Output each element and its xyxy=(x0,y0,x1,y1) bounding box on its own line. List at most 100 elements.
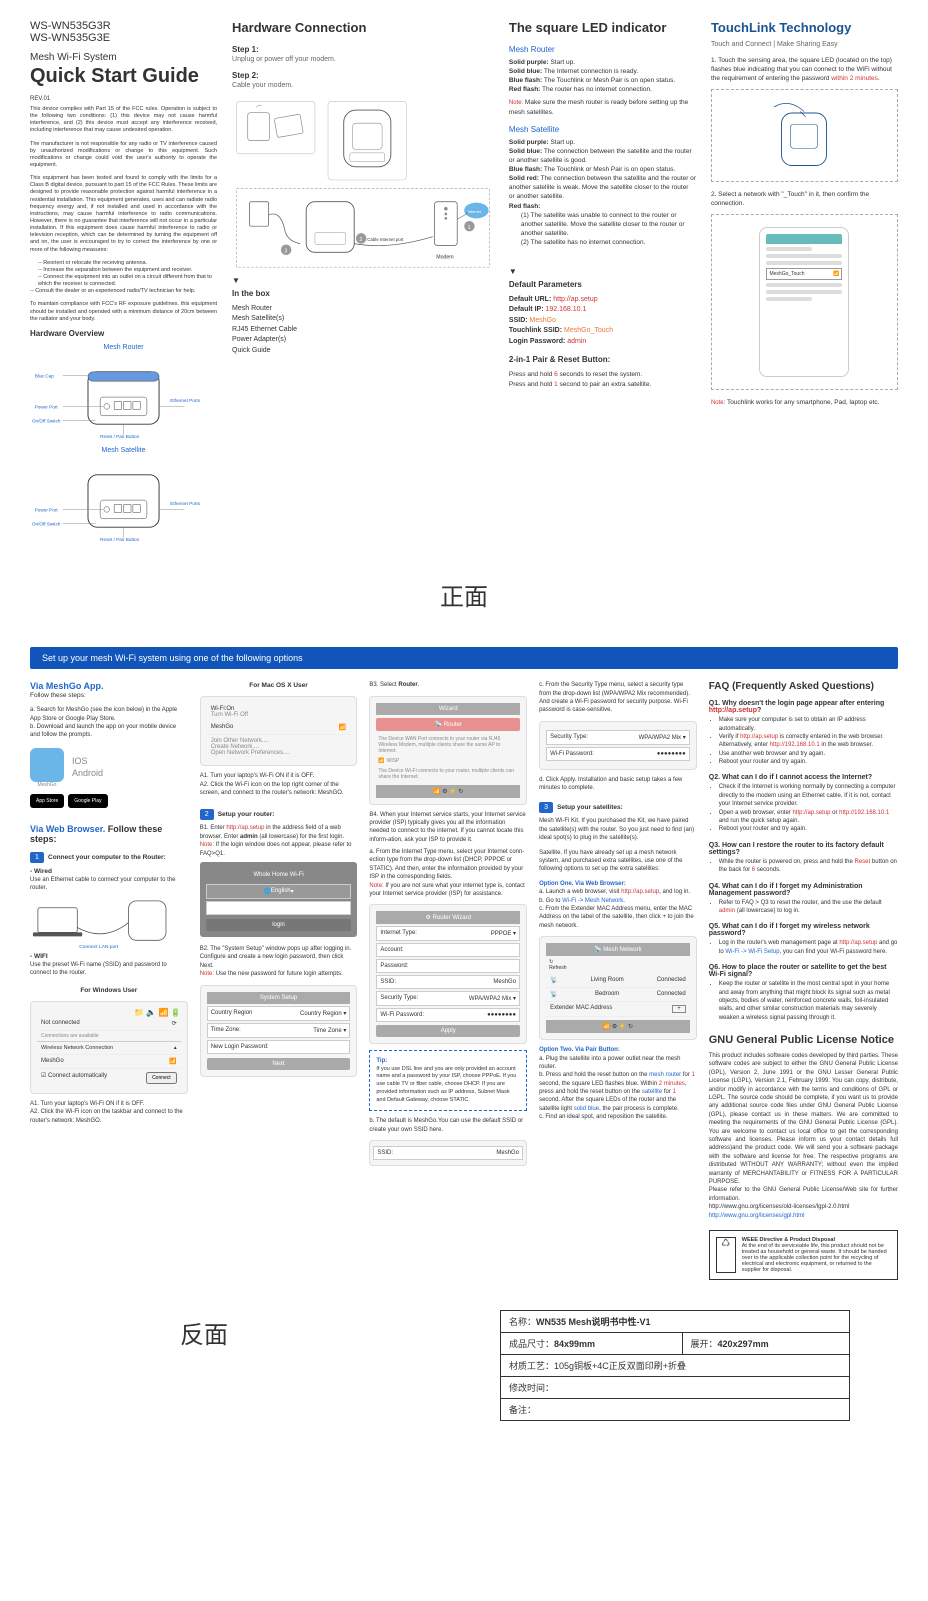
gnu-text-2: Please refer to the GNU General Public L… xyxy=(709,1186,898,1203)
connect-router-title: Connect your computer to the Router: xyxy=(48,854,166,861)
via-app-a: a. Search for MeshGo (see the icon below… xyxy=(30,706,188,723)
next-button[interactable]: Next xyxy=(207,1058,351,1070)
led-red-sub: (1) The satellite was unable to connect … xyxy=(521,211,696,247)
opt2-b: b. Press and hold the reset button on th… xyxy=(539,1071,697,1113)
wifi-title: - WIFI xyxy=(30,952,188,961)
svg-text:On/Off Switch: On/Off Switch xyxy=(32,521,61,526)
via-app-sub: Follow these steps: xyxy=(30,691,188,700)
gnu-link-1: http://www.gnu.org/licenses/old-licenses… xyxy=(709,1203,898,1211)
back-col-1: Via MeshGo App. Follow these steps: a. S… xyxy=(30,681,188,1280)
in-box-title: In the box xyxy=(232,289,494,298)
triangle-icon: ▼ xyxy=(509,267,696,276)
svg-text:Ethernet Ports: Ethernet Ports xyxy=(170,398,200,403)
svg-text:Internet: Internet xyxy=(468,209,482,214)
step2-label: Step 2: xyxy=(232,71,494,80)
b4-b: b. The default is MeshGo.You can use the… xyxy=(369,1117,527,1134)
back-col-3: B3. Select Router. Wizard 📡 Router The D… xyxy=(369,681,527,1280)
led-router-note: Make sure the mesh router is ready befor… xyxy=(509,99,688,115)
led-sat-lines: Solid purple: Start up. Solid blue: The … xyxy=(509,138,696,211)
col-4: TouchLink Technology Touch and Connect |… xyxy=(711,20,898,542)
weee-box: ♺ WEEE Directive & Product Disposal At t… xyxy=(709,1230,898,1280)
wired-title: - Wired xyxy=(30,867,188,876)
svg-text:Cable Internet port: Cable Internet port xyxy=(367,237,404,242)
setup-banner: Set up your mesh Wi-Fi system using one … xyxy=(30,647,898,669)
svg-text:Power Port: Power Port xyxy=(35,404,59,409)
fcc-para-2: The manufacturer is not responsible for … xyxy=(30,141,217,170)
front-label: 正面 xyxy=(0,562,928,627)
in-box-list: Mesh Router Mesh Satellite(s) RJ45 Ether… xyxy=(232,304,494,357)
touchlink-diagram-2: MeshGo_Touch📶 xyxy=(711,214,898,390)
led-router-heading: Mesh Router xyxy=(509,45,696,54)
hw-overview-title: Hardware Overview xyxy=(30,329,217,338)
front-page: WS-WN535G3R WS-WN535G3E Mesh Wi-Fi Syste… xyxy=(0,0,928,562)
col-2: Hardware Connection Step 1: Unplug or po… xyxy=(232,20,494,542)
via-app-b: b. Download and launch the app on your m… xyxy=(30,723,188,740)
main-title: Quick Start Guide xyxy=(30,65,217,88)
faq-q4: Q4. What can I do if I forget my Adminis… xyxy=(709,883,898,897)
faq-q1: Q1. Why doesn't the login page appear af… xyxy=(709,700,898,714)
svg-text:Modem: Modem xyxy=(436,254,453,260)
svg-text:On/Off Switch: On/Off Switch xyxy=(32,418,61,423)
fcc-bullet: -- Reorient or relocate the receiving an… xyxy=(38,260,217,267)
back-col-5: FAQ (Frequently Asked Questions) Q1. Why… xyxy=(709,681,898,1280)
fcc-para-5: To maintain compliance with FCC's RF exp… xyxy=(30,301,217,322)
faq-q6: Q6. How to place the router or satellite… xyxy=(709,964,898,978)
col-1: WS-WN535G3R WS-WN535G3E Mesh Wi-Fi Syste… xyxy=(30,20,217,542)
led-router-lines: Solid purple: Start up. Solid blue: The … xyxy=(509,58,696,94)
fcc-para-1: This device complies with Part 15 of the… xyxy=(30,106,217,135)
touchlink-step2: 2. Select a network with "_Touch" in it,… xyxy=(711,190,898,208)
mesh-satellite-label: Mesh Satellite xyxy=(30,447,217,454)
gnu-title: GNU General Public License Notice xyxy=(709,1034,898,1046)
svg-text:Power Port: Power Port xyxy=(35,507,59,512)
svg-text:Reset / Pair Button: Reset / Pair Button xyxy=(100,434,139,439)
touchlink-note: Touchlink works for any smartphone, Pad,… xyxy=(727,399,879,406)
tip-box: Tip: If you use DSL line and you are onl… xyxy=(369,1050,527,1111)
connect-button[interactable]: Connect xyxy=(146,1072,177,1084)
fcc-para-4: -- Consult the dealer or an experienced … xyxy=(30,288,217,295)
setup-sat-title: Setup your satellites: xyxy=(557,804,623,811)
mesh-router-label: Mesh Router xyxy=(30,344,217,351)
gnu-text-1: This product includes software codes dev… xyxy=(709,1052,898,1186)
login-button[interactable]: login xyxy=(206,919,352,931)
faq-q5-a: Log in the router's web management page … xyxy=(719,939,898,956)
model-numbers: WS-WN535G3R WS-WN535G3E xyxy=(30,20,217,44)
revision: REV.01 xyxy=(30,96,217,102)
mac-user-title: For Mac OS X User xyxy=(200,681,358,690)
b2-text: B2. The "System Setup" window pops up af… xyxy=(200,945,358,970)
b4-d: d. Click Apply. Installation and basic s… xyxy=(539,776,697,793)
led-sat-heading: Mesh Satellite xyxy=(509,125,696,134)
reset-title: 2-in-1 Pair & Reset Button: xyxy=(509,355,696,364)
wired-text: Use an Ethernet cable to connect your co… xyxy=(30,876,188,893)
svg-text:3: 3 xyxy=(284,248,287,254)
wifi-text: Use the preset Wi-Fi name (SSID) and pas… xyxy=(30,961,188,978)
reset-line2: Press and hold 1 second to pair an extra… xyxy=(509,380,696,389)
wired-diagram: Connect LAN port xyxy=(30,893,188,952)
back-col-4: c. From the Security Type menu, select a… xyxy=(539,681,697,1280)
mac-a1: A1. Turn your laptop's Wi-Fi ON if it is… xyxy=(200,772,358,780)
triangle-icon: ▼ xyxy=(232,276,494,285)
appstore-badge[interactable]: App Store xyxy=(30,794,64,808)
back-page: Set up your mesh Wi-Fi system using one … xyxy=(0,627,928,1300)
step1-label: Step 1: xyxy=(232,45,494,54)
mesh-kit-text: Mesh Wi-Fi Kit. If you purchased the Kit… xyxy=(539,817,697,842)
windows-wifi-mockup: 📁 🔈 📶 🔋 Not connected⟳ Connections are a… xyxy=(30,1001,188,1094)
connection-diagram: 3 2 Cable Internet port Modem Internet 1 xyxy=(232,97,494,272)
fcc-para-3: This equipment has been tested and found… xyxy=(30,175,217,254)
svg-text:Reset / Pair Button: Reset / Pair Button xyxy=(100,537,139,542)
svg-text:2: 2 xyxy=(359,237,362,243)
weee-icon: ♺ xyxy=(716,1237,736,1273)
fcc-bullet: -- Connect the equipment into an outlet … xyxy=(38,274,217,288)
faq-q3-a: While the router is powered on, press an… xyxy=(719,858,898,875)
via-web-title: Via Web Browser. xyxy=(30,824,105,834)
opt2-c: c. Find an ideal spot, and reposition th… xyxy=(539,1113,697,1121)
googleplay-badge[interactable]: Google Play xyxy=(68,794,107,808)
apply-button[interactable]: Apply xyxy=(376,1025,520,1037)
step2-text: Cable your modem. xyxy=(232,82,494,89)
faq-title: FAQ (Frequently Asked Questions) xyxy=(709,681,898,692)
b4-c: c. From the Security Type menu, select a… xyxy=(539,681,697,715)
b3-text: B3. Select Router. xyxy=(369,681,527,689)
hw-connection-title: Hardware Connection xyxy=(232,20,494,35)
svg-text:Connect LAN port: Connect LAN port xyxy=(79,944,119,950)
faq-q2: Q2. What can I do if I cannot access the… xyxy=(709,774,898,781)
note-prefix: Note: xyxy=(509,100,525,106)
